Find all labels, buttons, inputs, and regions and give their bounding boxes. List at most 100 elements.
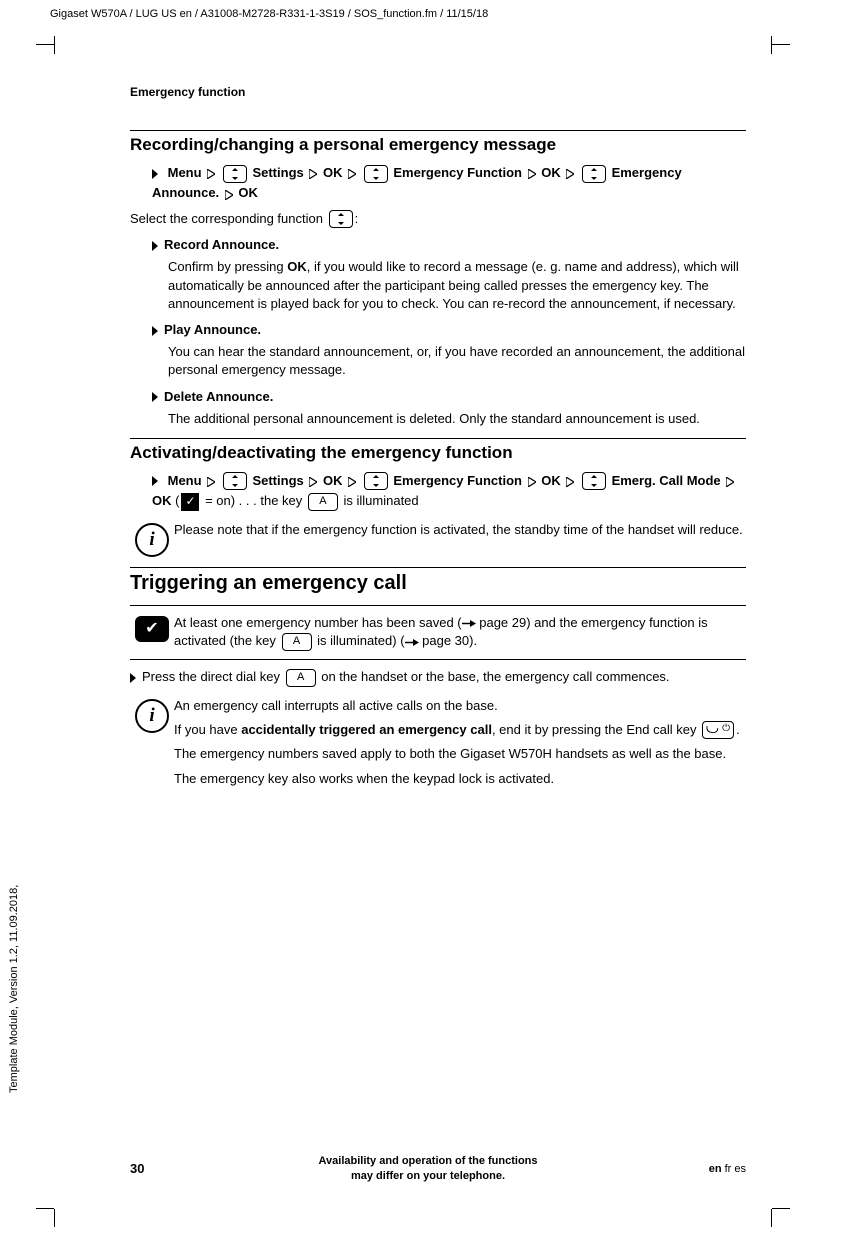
prerequisite-block: ✔ At least one emergency number has been… (130, 605, 746, 660)
arrow-icon (528, 164, 536, 184)
menu-step: Emerg. Call Mode (612, 473, 721, 488)
text: . (736, 722, 740, 737)
list-item-delete: Delete Announce. (152, 388, 746, 406)
template-version-sidetext: Template Module, Version 1.2, 11.09.2018… (8, 885, 20, 1093)
list-body-record: Confirm by pressing OK, if you would lik… (168, 258, 746, 313)
divider (130, 438, 746, 439)
text: If you have (174, 722, 241, 737)
lang-active: en (709, 1163, 722, 1175)
arrow-icon (348, 472, 356, 492)
bullet-triangle-icon (130, 673, 136, 683)
menu-step: Settings (252, 473, 303, 488)
key-a-icon: A (308, 493, 338, 511)
doc-path-header: Gigaset W570A / LUG US en / A31008-M2728… (50, 8, 488, 20)
menu-step: OK (152, 493, 172, 508)
info-text: An emergency call interrupts all active … (174, 697, 746, 794)
menu-step: OK (541, 473, 561, 488)
menu-path-1: Menu Settings OK Emergency Function OK E… (152, 163, 746, 204)
item-label: Delete Announce. (164, 389, 273, 404)
menu-step: Emergency Function (393, 473, 522, 488)
menu-step: OK (323, 165, 343, 180)
accidental-trigger-text: If you have accidentally triggered an em… (174, 721, 746, 740)
footer-lang: en fr es (686, 1163, 746, 1175)
crop-mark (54, 36, 55, 54)
nav-updown-icon (364, 472, 388, 490)
crop-mark (772, 44, 790, 45)
menu-step: OK (541, 165, 561, 180)
menu-step: OK (323, 473, 343, 488)
text: is illuminated) ( (314, 633, 405, 648)
bullet-triangle-icon (152, 392, 158, 402)
menu-step: Emergency Function (393, 165, 522, 180)
heading-activating: Activating/deactivating the emergency fu… (130, 443, 746, 463)
info-text: Please note that if the emergency functi… (174, 521, 746, 557)
item-label: Record Announce. (164, 237, 279, 252)
info-icon: i (135, 699, 169, 733)
list-item-play: Play Announce. (152, 321, 746, 339)
menu-step: Menu (168, 165, 202, 180)
arrow-icon (566, 164, 574, 184)
text-bold: accidentally triggered an emergency call (241, 722, 492, 737)
bullet-triangle-icon (152, 476, 158, 486)
menu-step: Menu (168, 473, 202, 488)
text: , end it by pressing the End call key (492, 722, 700, 737)
press-direct-dial: Press the direct dial key A on the hands… (130, 668, 746, 687)
text: may differ on your telephone. (351, 1170, 505, 1182)
info-icon-wrap: i (130, 697, 174, 794)
end-call-key-icon (702, 721, 734, 739)
crop-mark (771, 36, 772, 54)
list-body-delete: The additional personal announcement is … (168, 410, 746, 428)
text: Select the corresponding function (130, 211, 327, 226)
checkbox-on-icon: ✓ (181, 493, 199, 511)
text: = on) . . . the key (201, 493, 305, 508)
text: : (355, 211, 359, 226)
bullet-triangle-icon (152, 169, 158, 179)
heading-recording: Recording/changing a personal emergency … (130, 135, 746, 155)
page-ref-arrow-icon (462, 614, 476, 632)
divider (130, 567, 746, 568)
info-icon: i (135, 523, 169, 557)
text: At least one emergency number has been s… (174, 615, 462, 630)
nav-updown-icon (364, 165, 388, 183)
info-icon-wrap: i (130, 521, 174, 557)
text: The emergency numbers saved apply to bot… (174, 745, 746, 763)
nav-updown-icon (582, 165, 606, 183)
menu-step: OK (238, 185, 258, 200)
crop-mark (36, 1208, 54, 1209)
crop-mark (771, 1209, 772, 1227)
arrow-icon (309, 472, 317, 492)
prereq-text: At least one emergency number has been s… (174, 614, 746, 651)
select-function-text: Select the corresponding function : (130, 210, 746, 229)
heading-triggering: Triggering an emergency call (130, 572, 746, 595)
text: Confirm by pressing (168, 259, 287, 274)
text: is illuminated (340, 493, 419, 508)
arrow-icon (348, 164, 356, 184)
page-footer: 30 Availability and operation of the fun… (130, 1154, 746, 1183)
nav-updown-icon (582, 472, 606, 490)
bullet-triangle-icon (152, 241, 158, 251)
arrow-icon (225, 184, 233, 204)
item-label: Play Announce. (164, 322, 261, 337)
arrow-icon (726, 472, 734, 492)
text: An emergency call interrupts all active … (174, 697, 746, 715)
footer-center: Availability and operation of the functi… (170, 1154, 686, 1183)
list-body-play: You can hear the standard announcement, … (168, 343, 746, 379)
arrow-icon (309, 164, 317, 184)
crop-mark (772, 1208, 790, 1209)
checkmark-badge-icon: ✔ (135, 616, 169, 642)
nav-updown-icon (329, 210, 353, 228)
text: page 30). (419, 633, 478, 648)
page-ref-arrow-icon (405, 633, 419, 651)
text: The emergency key also works when the ke… (174, 770, 746, 788)
main-content: Recording/changing a personal emergency … (130, 120, 746, 804)
menu-path-2: Menu Settings OK Emergency Function OK E… (152, 471, 746, 511)
list-item-record: Record Announce. (152, 236, 746, 254)
key-a-icon: A (286, 669, 316, 687)
text: on the handset or the base, the emergenc… (318, 669, 670, 684)
divider (130, 130, 746, 131)
bullet-triangle-icon (152, 326, 158, 336)
check-icon-wrap: ✔ (130, 614, 174, 642)
key-a-icon: A (282, 633, 312, 651)
crop-mark (54, 1209, 55, 1227)
menu-step: Settings (252, 165, 303, 180)
